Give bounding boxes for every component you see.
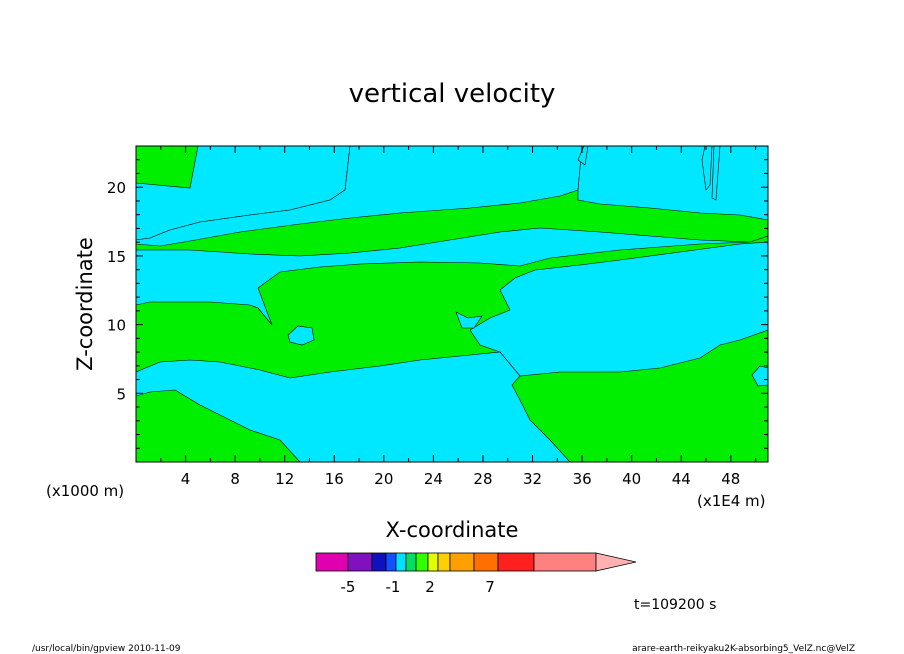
x-tick-label: 44 bbox=[672, 470, 691, 488]
colorbar-extend-arrow bbox=[595, 552, 637, 572]
colorbar-swatch bbox=[347, 552, 373, 572]
chart-title: vertical velocity bbox=[349, 79, 556, 109]
colorbar-swatch bbox=[437, 552, 451, 572]
contour-band-middle bbox=[136, 227, 768, 377]
x-tick-label: 12 bbox=[275, 470, 294, 488]
colorbar-swatch bbox=[371, 552, 387, 572]
y-tick-label: 10 bbox=[107, 317, 126, 335]
contour-band-upper-right bbox=[136, 146, 583, 247]
colorbar-swatch bbox=[395, 552, 407, 572]
x-axis-ticks: 4 8 12 16 20 24 28 32 36 40 44 48 bbox=[160, 146, 757, 488]
contour-cell-notch bbox=[455, 311, 483, 329]
contour-spike-2 bbox=[701, 146, 713, 191]
contour-band-lower bbox=[136, 351, 571, 462]
x-tick-label: 28 bbox=[473, 470, 492, 488]
plot-frame bbox=[135, 145, 769, 463]
colorbar-tick-labels: -5 -1 2 7 bbox=[341, 578, 495, 596]
colorbar-swatch bbox=[533, 552, 597, 572]
x-tick-label: 32 bbox=[523, 470, 542, 488]
y-tick-label: 5 bbox=[116, 385, 126, 403]
colorbar-swatch bbox=[385, 552, 397, 572]
y-axis-ticks: 5 10 15 20 bbox=[107, 159, 768, 449]
colorbar bbox=[315, 552, 637, 572]
colorbar-swatch bbox=[427, 552, 439, 572]
x-tick-label: 36 bbox=[573, 470, 592, 488]
y-tick-label: 15 bbox=[107, 248, 126, 266]
contour-spike-3 bbox=[711, 146, 721, 201]
contour-cell-blob bbox=[287, 325, 315, 346]
x-tick-label: 40 bbox=[622, 470, 641, 488]
time-label: t=109200 s bbox=[634, 597, 716, 613]
x-tick-label: 16 bbox=[325, 470, 344, 488]
footer-left: /usr/local/bin/gpview 2010-11-09 bbox=[32, 644, 181, 654]
y-axis-label: Z-coordinate bbox=[73, 237, 97, 371]
contour-cell-right-edge bbox=[751, 365, 768, 387]
colorbar-swatch bbox=[497, 552, 535, 572]
x-tick-label: 20 bbox=[374, 470, 393, 488]
x-axis-unit-label: (x1000 m) bbox=[46, 482, 124, 500]
colorbar-tick-label: -5 bbox=[341, 578, 356, 596]
x-axis-label: X-coordinate bbox=[386, 518, 519, 542]
y-tick-label: 20 bbox=[107, 179, 126, 197]
x-tick-label: 8 bbox=[230, 470, 240, 488]
x-tick-label: 24 bbox=[424, 470, 443, 488]
colorbar-tick-label: -1 bbox=[386, 578, 401, 596]
colorbar-swatch bbox=[405, 552, 417, 572]
colorbar-swatch bbox=[473, 552, 499, 572]
footer-right: arare-earth-reikyaku2K-absorbing5_VelZ.n… bbox=[632, 644, 855, 654]
colorbar-swatch bbox=[315, 552, 349, 572]
x-tick-label: 4 bbox=[181, 470, 191, 488]
colorbar-tick-label: 7 bbox=[485, 578, 495, 596]
colorbar-swatch bbox=[415, 552, 429, 572]
contour-fills bbox=[136, 146, 768, 462]
x-axis-scale-label: (x1E4 m) bbox=[697, 492, 766, 510]
colorbar-tick-label: 2 bbox=[425, 578, 435, 596]
contour-band-top-right bbox=[577, 146, 768, 221]
x-tick-label: 48 bbox=[721, 470, 740, 488]
colorbar-swatch bbox=[449, 552, 475, 572]
